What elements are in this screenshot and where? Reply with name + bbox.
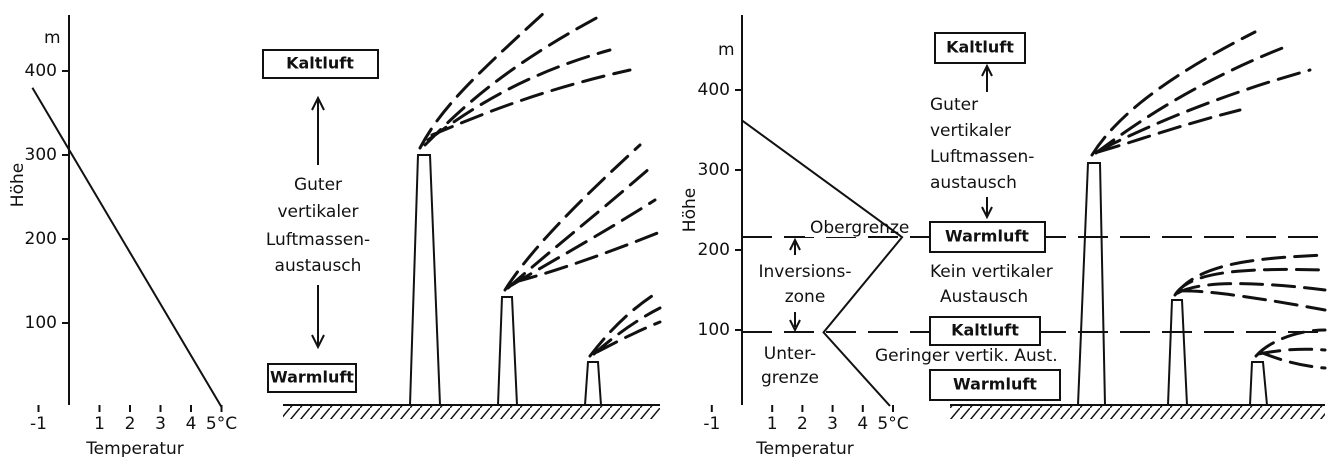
plume [1173, 253, 1327, 312]
note: Austausch [940, 287, 1028, 307]
box [934, 32, 1026, 64]
x-tick-label: -1 [30, 414, 47, 434]
x-tick-label: 4 [186, 414, 197, 434]
note: vertikaler [277, 202, 358, 222]
note: austausch [275, 256, 362, 276]
plume [503, 143, 662, 292]
x-tick-label: 3 [155, 414, 166, 434]
temperature-profile [741, 119, 904, 407]
ground [283, 405, 660, 419]
x-tick-label: 5°C [877, 414, 908, 434]
left-panel: m Höhe Temperatur Kaltluft Warmluft Gute… [8, 10, 662, 457]
plume [1090, 30, 1312, 157]
y-tick-label: 100 [25, 313, 57, 333]
note: Unter- [764, 344, 816, 364]
y-axis-label: Höhe [8, 163, 28, 207]
box-label: Kaltluft [951, 321, 1019, 340]
x-tick-label: 2 [125, 414, 136, 434]
box [929, 369, 1061, 401]
temperature-profile [31, 87, 223, 408]
chimneys [409, 154, 602, 406]
ground [950, 405, 1325, 419]
box-label: Warmluft [945, 227, 1029, 246]
note: Geringer vertik. Aust. [875, 346, 1058, 366]
y-tick-label: 300 [698, 160, 730, 180]
x-tick-label: -1 [703, 414, 720, 434]
note: Inversions- [758, 262, 851, 282]
y-tick-label: 300 [25, 145, 57, 165]
x-axis-label: Temperatur [85, 439, 184, 457]
y-tick-label: 400 [25, 61, 57, 81]
box-label: Warmluft [953, 375, 1037, 394]
y-tick-label: 200 [698, 240, 730, 260]
unit: m [44, 28, 61, 48]
chimneys [1077, 162, 1268, 406]
box [262, 49, 379, 79]
plume [588, 290, 662, 358]
box-label: Kaltluft [946, 38, 1014, 57]
box [267, 363, 357, 393]
box-label: Warmluft [270, 368, 354, 387]
note: austausch [930, 173, 1017, 193]
x-tick-label: 5°C [206, 414, 237, 434]
x-tick-label: 1 [94, 414, 105, 434]
note: Obergrenze [810, 218, 909, 238]
arrow [789, 237, 801, 333]
note: vertikaler [930, 121, 1011, 141]
y-tick-label: 400 [698, 80, 730, 100]
x-tick-label: 3 [827, 414, 838, 434]
box-label: Kaltluft [286, 54, 354, 73]
arrow [311, 95, 325, 350]
x-axis-label: Temperatur [755, 439, 854, 457]
label-bg [805, 218, 860, 237]
note: Kein vertikaler [930, 262, 1053, 282]
arrow [981, 63, 993, 220]
x-tick-label: 1 [767, 414, 778, 434]
y-tick-label: 200 [25, 229, 57, 249]
note: Guter [930, 95, 978, 115]
right-panel: m Höhe Temperatur Obergrenze Inversions-… [680, 30, 1327, 457]
note: Luftmassen- [266, 230, 370, 250]
plume [1254, 328, 1327, 370]
x-tick-label: 4 [857, 414, 868, 434]
box [929, 221, 1046, 253]
note: Luftmassen- [930, 147, 1034, 167]
box [929, 316, 1041, 346]
note: Guter [294, 175, 342, 195]
y-axis-label: Höhe [680, 188, 700, 232]
note: grenze [761, 368, 819, 388]
plume [418, 10, 632, 150]
x-tick-label: 2 [797, 414, 808, 434]
y-tick-label: 100 [698, 320, 730, 340]
unit: m [718, 40, 735, 60]
note: zone [785, 287, 826, 307]
